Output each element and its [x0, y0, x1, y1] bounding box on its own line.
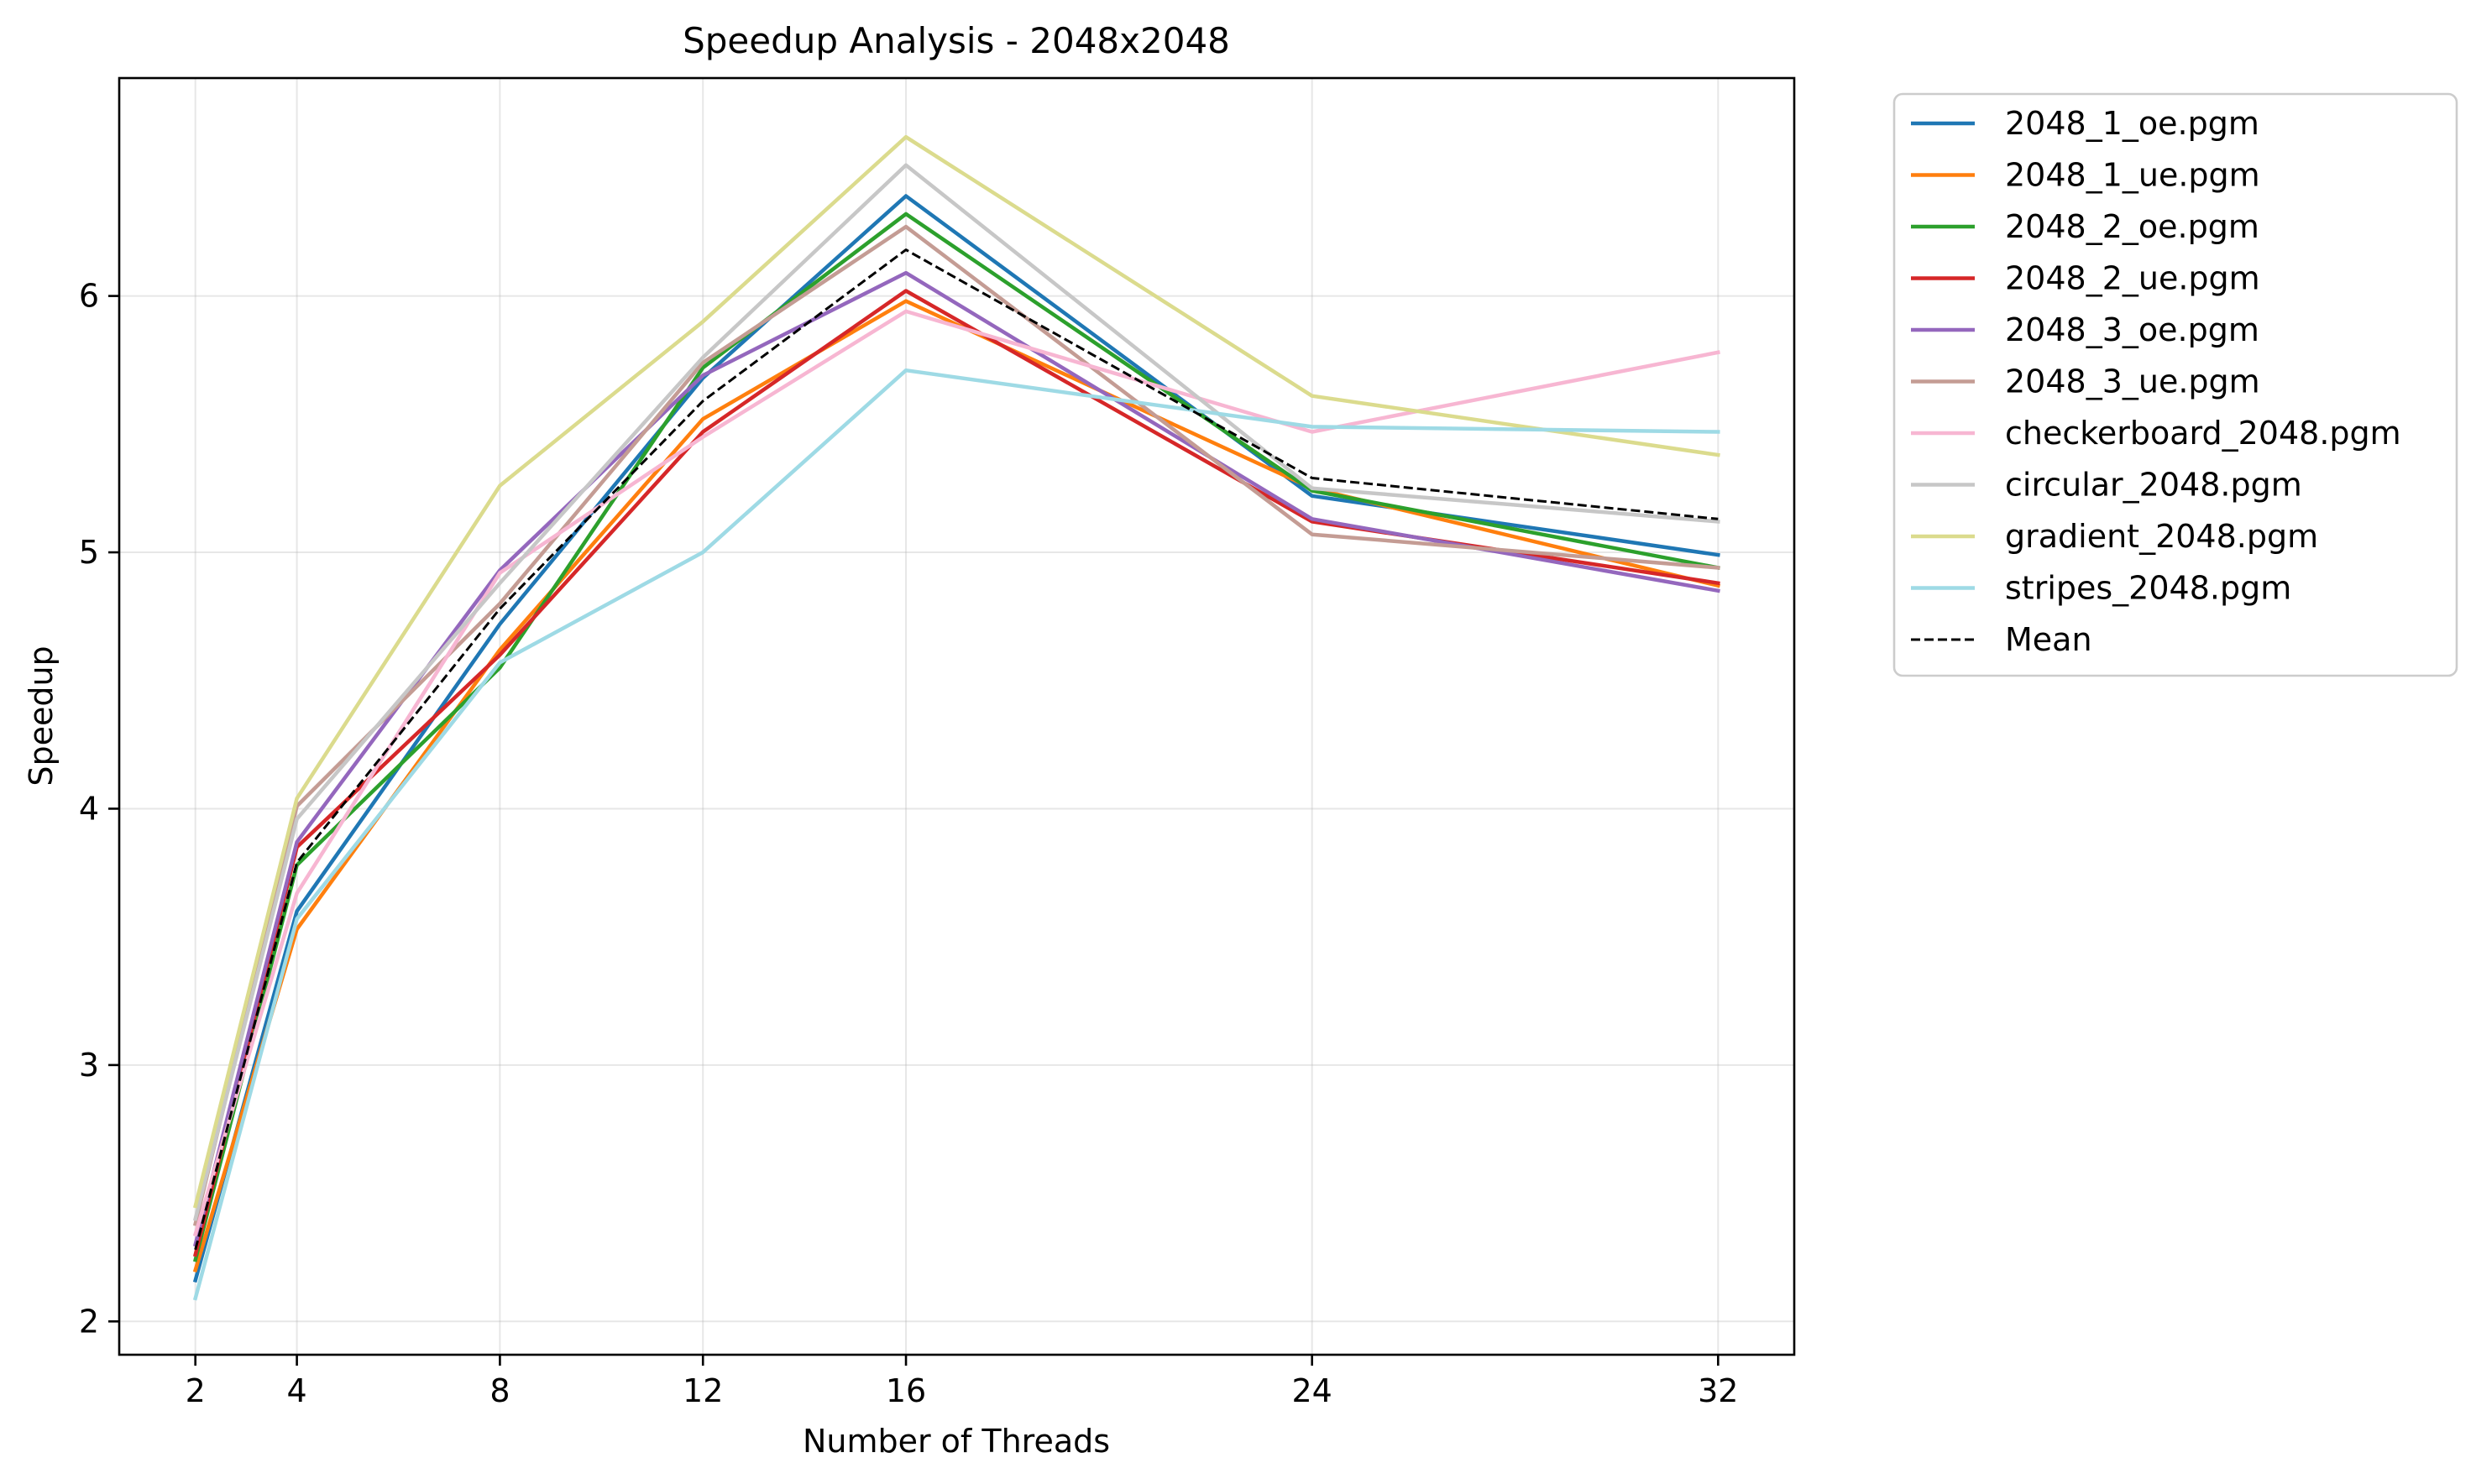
series-line-10 — [194, 248, 1719, 1251]
x-tick-label: 2 — [186, 1372, 206, 1409]
series-line-7 — [192, 163, 1720, 1221]
x-tick-label: 4 — [286, 1372, 306, 1409]
series-line-9 — [192, 368, 1720, 1301]
legend-label-8: gradient_2048.pgm — [2005, 518, 2318, 555]
x-tick-label: 24 — [1292, 1372, 1332, 1409]
legend-label-10: Mean — [2005, 621, 2092, 658]
series-lines — [192, 134, 1721, 1301]
x-tick-label: 12 — [683, 1372, 723, 1409]
legend-items: 2048_1_oe.pgm 2048_1_ue.pgm 2048_2_oe.pgm 2… — [1911, 105, 2401, 658]
y-tick-label: 2 — [79, 1303, 99, 1340]
x-tick-label: 8 — [489, 1372, 510, 1409]
x-axis-label: Number of Threads — [803, 1423, 1110, 1460]
y-axis-label: Speedup — [23, 645, 60, 786]
x-tick-label: 32 — [1698, 1372, 1738, 1409]
plot-area-frame — [118, 76, 1796, 1356]
legend-label-3: 2048_2_ue.pgm — [2005, 260, 2260, 297]
x-axis-ticks: 2 4 8 12 16 24 32 — [186, 1355, 1738, 1409]
y-tick-label: 4 — [79, 790, 99, 827]
legend-frame — [1892, 92, 2458, 677]
legend-label-4: 2048_3_oe.pgm — [2005, 311, 2259, 348]
legend-label-7: circular_2048.pgm — [2005, 467, 2302, 504]
y-tick-label: 5 — [79, 534, 99, 571]
series-line-6 — [192, 309, 1720, 1237]
y-axis-ticks: 2 3 4 5 6 — [79, 278, 119, 1340]
legend-label-9: stripes_2048.pgm — [2005, 570, 2291, 607]
legend-label-1: 2048_1_ue.pgm — [2005, 157, 2260, 194]
series-line-4 — [192, 270, 1720, 1247]
legend-label-0: 2048_1_oe.pgm — [2005, 105, 2259, 142]
chart-title: Speedup Analysis - 2048x2048 — [683, 20, 1230, 61]
series-line-8 — [192, 134, 1720, 1209]
y-tick-label: 3 — [79, 1047, 99, 1084]
legend-label-2: 2048_2_oe.pgm — [2005, 208, 2259, 245]
legend-label-5: 2048_3_ue.pgm — [2005, 363, 2260, 400]
legend-label-6: checkerboard_2048.pgm — [2005, 415, 2401, 452]
y-tick-label: 6 — [79, 278, 99, 315]
x-tick-label: 16 — [886, 1372, 926, 1409]
legend: 2048_1_oe.pgm 2048_1_ue.pgm 2048_2_oe.pgm 2… — [1892, 92, 2458, 677]
